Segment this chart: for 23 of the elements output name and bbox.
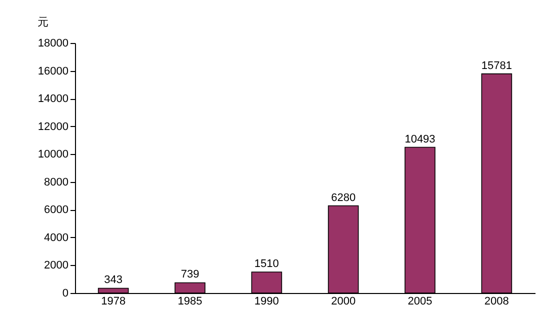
data-label: 343 — [104, 274, 123, 286]
data-label: 1510 — [254, 258, 279, 270]
data-label: 15781 — [481, 60, 512, 72]
x-tick-label: 2005 — [408, 296, 432, 308]
y-tick-label: 18000 — [38, 38, 68, 50]
y-tick-label: 6000 — [44, 204, 68, 216]
x-tick-label: 1978 — [101, 296, 126, 308]
y-tick-label: 12000 — [38, 120, 68, 133]
y-axis-title: 元 — [38, 16, 48, 28]
x-tick-label: 1985 — [178, 296, 202, 308]
x-tick-label: 1990 — [254, 296, 279, 308]
y-tick-label: 0 — [62, 288, 68, 300]
x-tick-label: 2000 — [331, 296, 356, 308]
y-tick-label: 8000 — [44, 176, 68, 188]
data-label: 739 — [180, 268, 200, 281]
x-tick-label: 2008 — [484, 296, 509, 308]
data-label: 10493 — [404, 133, 436, 146]
y-tick-label: 4000 — [44, 232, 68, 244]
y-tick-label: 14000 — [38, 93, 68, 106]
y-tick-label: 16000 — [38, 65, 68, 78]
data-label: 6280 — [331, 192, 356, 204]
y-tick-label: 10000 — [38, 148, 68, 161]
y-tick-label: 2000 — [44, 260, 68, 272]
